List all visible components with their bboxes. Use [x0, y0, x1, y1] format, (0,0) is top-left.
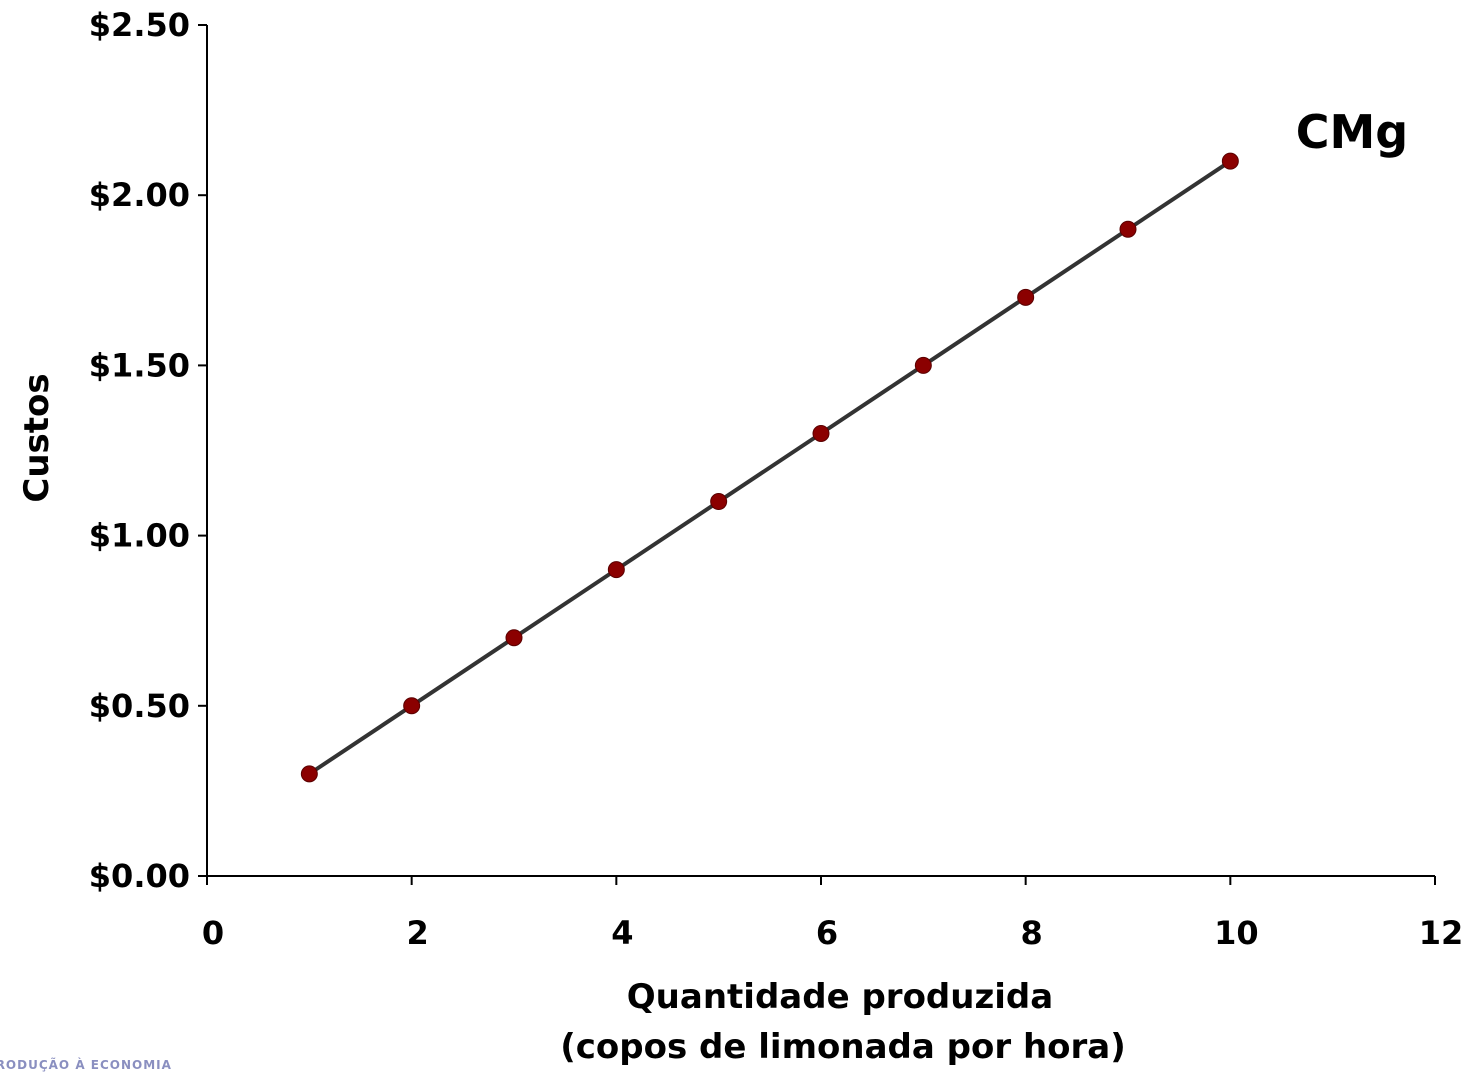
- x-tick-label: 8: [1021, 914, 1043, 952]
- y-tick-label: $1.50: [89, 346, 190, 384]
- ticks: 0 2 4 6 8 10 12 $0.00 $0.50 $1.00 $1.50 $2.00 $2.50: [89, 6, 1463, 952]
- x-tick-label: 10: [1214, 914, 1259, 952]
- data-point: [505, 629, 523, 647]
- data-point: [812, 424, 830, 442]
- y-tick-label: $2.00: [89, 176, 190, 214]
- axes: [206, 25, 1435, 877]
- y-tick-label: $0.00: [89, 857, 190, 895]
- x-tick-label: 0: [202, 914, 224, 952]
- x-tick-label: 6: [816, 914, 838, 952]
- y-tick-label: $1.00: [89, 517, 190, 555]
- data-point: [1017, 288, 1035, 306]
- x-axis-title-line2: (copos de limonada por hora): [560, 1027, 1126, 1067]
- y-tick-label: $2.50: [89, 6, 190, 44]
- x-tick-label: 2: [407, 914, 429, 952]
- series: [300, 152, 1239, 783]
- data-point: [710, 493, 728, 511]
- y-tick-label: $0.50: [89, 687, 190, 725]
- data-point: [300, 765, 318, 783]
- data-point: [403, 697, 421, 715]
- data-point: [914, 356, 932, 374]
- x-tick-label: 4: [611, 914, 633, 952]
- data-point: [607, 561, 625, 579]
- x-axis-title-line1: Quantidade produzida: [627, 977, 1053, 1017]
- series-line-cmg: [308, 159, 1232, 776]
- footer-text: INTRODUÇÃO À ECONOMIA: [0, 1058, 172, 1072]
- data-point: [1119, 220, 1137, 238]
- x-tick-label: 12: [1419, 914, 1464, 952]
- y-axis-title: Custos: [17, 373, 57, 502]
- series-label-cmg: CMg: [1296, 105, 1408, 159]
- data-point: [1221, 152, 1239, 170]
